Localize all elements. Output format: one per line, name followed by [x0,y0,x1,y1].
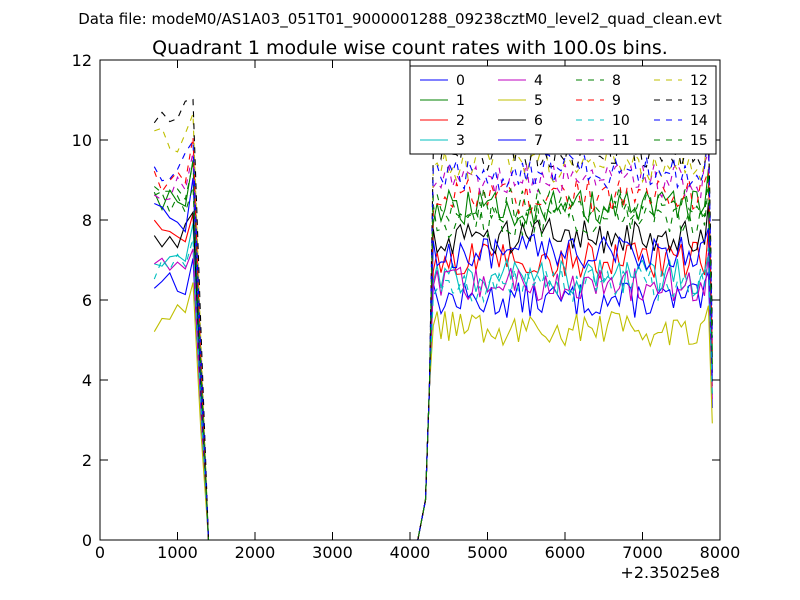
x-tick-label: 5000 [467,543,508,562]
legend-label-8: 8 [612,73,621,89]
x-offset-label: +2.35025e8 [620,563,720,582]
legend-label-12: 12 [690,73,708,89]
y-tick-label: 12 [72,51,92,70]
series-line-11 [154,152,713,541]
figure-suptitle: Data file: modeM0/AS1A03_051T01_90000012… [78,10,722,29]
x-tick-label: 8000 [700,543,741,562]
series-line-6 [153,202,713,541]
chart-title: Quadrant 1 module wise count rates with … [152,37,668,59]
series-line-3 [154,223,713,541]
legend-label-0: 0 [456,73,465,89]
series-line-8 [154,163,713,541]
series-line-14 [153,132,713,541]
y-tick-label: 8 [82,211,92,230]
plot-area: 0 1000 2000 3000 4000 5000 6000 7000 80000246810… [72,51,741,562]
series-layer [153,98,713,541]
legend-label-15: 15 [690,133,708,149]
series-line-1 [153,159,713,541]
y-tick-label: 0 [82,531,92,550]
series-line-5 [153,282,713,541]
y-tick-label: 10 [72,131,92,150]
x-tick-label: 3000 [312,543,353,562]
legend-label-3: 3 [456,133,465,149]
legend-frame [409,65,717,155]
x-tick-label: 1000 [157,543,198,562]
series-line-4 [153,248,713,541]
series-line-0 [153,258,713,541]
y-tick-label: 6 [82,291,92,310]
x-tick-label: 7000 [622,543,663,562]
series-line-12 [154,113,713,541]
series-line-2 [153,213,713,541]
legend-label-11: 11 [612,133,630,149]
legend-label-6: 6 [534,113,543,129]
series-line-9 [153,136,713,541]
y-tick-label: 4 [82,371,92,390]
x-tick-label: 0 [95,543,105,562]
series-line-7 [154,177,713,541]
legend-label-14: 14 [690,113,708,129]
legend-label-13: 13 [690,93,708,109]
x-tick-label: 4000 [390,543,431,562]
ticks-layer: 0 1000 2000 3000 4000 5000 6000 7000 80000246810… [72,51,741,562]
legend-label-4: 4 [534,73,543,89]
legend-label-2: 2 [456,113,465,129]
y-tick-label: 2 [82,451,92,470]
series-line-15 [153,173,713,541]
legend-label-1: 1 [456,93,465,109]
series-line-10 [153,238,713,541]
legend-label-5: 5 [534,93,543,109]
legend-label-7: 7 [534,133,543,149]
x-tick-label: 2000 [235,543,276,562]
legend-label-10: 10 [612,113,630,129]
x-tick-label: 6000 [545,543,586,562]
legend-label-9: 9 [612,93,621,109]
